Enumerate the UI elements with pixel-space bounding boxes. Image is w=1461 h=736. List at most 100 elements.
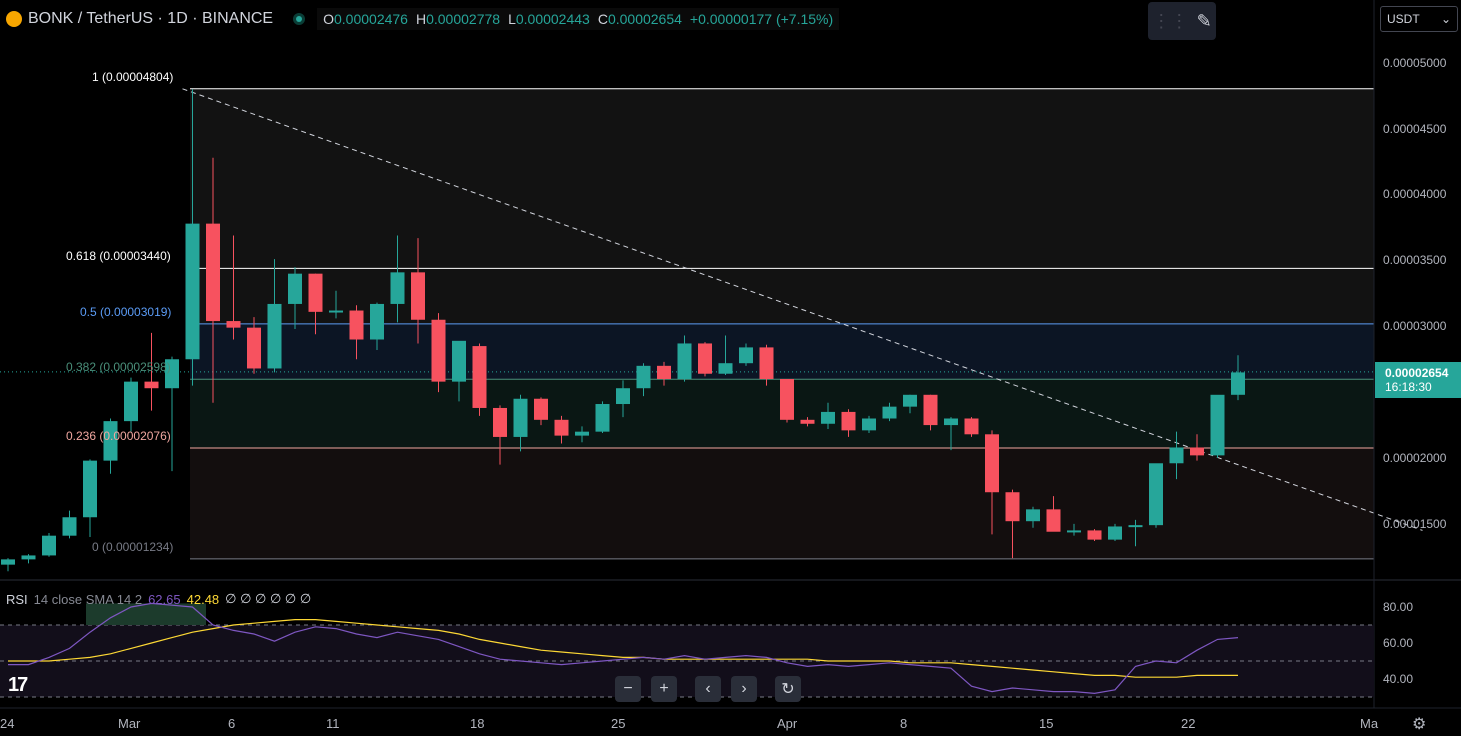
candle-body <box>903 394 917 407</box>
ohlc-change: +0.00000177 (+7.15%) <box>689 11 834 27</box>
price-axis-label: 0.00005000 <box>1383 56 1447 70</box>
candle-body <box>124 381 138 422</box>
price-axis-label: 0.00003000 <box>1383 319 1447 333</box>
candle-body <box>923 394 938 426</box>
candle-body <box>1231 372 1245 395</box>
symbol-header: BONK / TetherUS · 1D · BINANCE O0.000024… <box>0 6 840 32</box>
candle-body <box>247 327 261 369</box>
candle-body <box>862 418 876 431</box>
fib-zone <box>190 447 1374 559</box>
candle-body <box>83 460 97 518</box>
zoom-out-button[interactable]: − <box>615 676 641 702</box>
candle-body <box>698 343 712 374</box>
rsi-axis-label: 80.00 <box>1383 600 1414 614</box>
time-axis-label: 8 <box>900 716 908 731</box>
fib-zone <box>190 88 1374 269</box>
fib-zone <box>190 323 1374 380</box>
rsi-legend[interactable]: RSI 14 close SMA 14 2 62.65 42.48 ∅ ∅ ∅ … <box>6 591 311 607</box>
candle-body <box>677 343 692 379</box>
candle-body <box>821 411 835 424</box>
candle-body <box>308 273 323 312</box>
candle-body <box>1087 530 1102 540</box>
candle-body <box>472 346 487 408</box>
price-axis-label: 0.00002000 <box>1383 451 1447 465</box>
candle-body <box>165 359 179 389</box>
candle-body <box>800 419 815 424</box>
candle-body <box>759 347 774 379</box>
rsi-value: 62.65 <box>148 591 181 607</box>
drag-handle-icon[interactable]: ⋮⋮ <box>1152 10 1189 31</box>
candle-body <box>1046 509 1061 532</box>
time-axis-label: Apr <box>777 716 798 731</box>
candle-body <box>595 404 610 432</box>
candle-body <box>329 310 343 313</box>
trendline <box>182 88 1423 531</box>
candle-body <box>575 431 589 436</box>
symbol-title[interactable]: BONK / TetherUS · 1D · BINANCE <box>28 10 274 27</box>
time-axis-label: Mar <box>118 716 141 731</box>
candle-body <box>1190 447 1204 456</box>
brush-icon[interactable]: ✎ <box>1196 10 1212 31</box>
candle-body <box>390 272 405 304</box>
settings-gear-icon[interactable]: ⚙ <box>1412 716 1427 733</box>
scroll-right-button[interactable]: › <box>731 676 757 702</box>
candle-body <box>144 381 159 389</box>
ohlc-values: O0.00002476 H0.00002778 L0.00002443 C0.0… <box>317 8 840 30</box>
drawing-toolbox[interactable]: ⋮⋮ ✎ <box>1148 2 1216 40</box>
market-status-icon[interactable] <box>293 13 306 25</box>
fib-label[interactable]: 0 (0.00001234) <box>92 540 174 554</box>
tradingview-logo-icon[interactable]: 17 <box>8 674 28 696</box>
candle-body <box>452 340 466 382</box>
quote-currency-value: USDT <box>1387 12 1420 26</box>
candle-body <box>226 321 241 328</box>
candle-body <box>985 434 999 493</box>
candle-body <box>718 363 733 374</box>
candle-body <box>964 418 979 435</box>
zoom-in-button[interactable]: + <box>651 676 677 702</box>
candle-body <box>185 223 200 360</box>
fib-label[interactable]: 1 (0.00004804) <box>92 70 174 84</box>
reset-chart-button[interactable]: ↻ <box>775 676 801 702</box>
time-axis-label: 15 <box>1039 716 1054 731</box>
candle-body <box>1 559 15 565</box>
scroll-left-button[interactable]: ‹ <box>695 676 721 702</box>
rsi-line <box>8 602 1239 695</box>
candle-body <box>411 272 425 320</box>
candle-body <box>62 517 77 536</box>
ohlc-close: 0.00002654 <box>607 11 682 27</box>
price-axis-label: 0.00003500 <box>1383 253 1447 267</box>
fib-label[interactable]: 0.618 (0.00003440) <box>66 249 171 263</box>
rsi-sma-value: 42.48 <box>186 591 220 607</box>
rsi-overbought-fill <box>86 603 206 625</box>
candle-body <box>267 303 282 369</box>
chevron-down-icon: ⌄ <box>1440 12 1451 26</box>
bonk-coin-icon <box>6 11 22 27</box>
ohlc-open: 0.00002476 <box>334 11 408 27</box>
candle-body <box>103 421 118 461</box>
fib-label[interactable]: 0.5 (0.00003019) <box>80 305 172 319</box>
candle-body <box>288 273 302 304</box>
rsi-sma-line <box>8 618 1238 678</box>
price-axis-label: 0.00004000 <box>1383 187 1447 201</box>
candle-body <box>944 418 958 426</box>
rsi-axis-label: 60.00 <box>1383 636 1414 650</box>
candle-body <box>1149 463 1163 526</box>
price-axis-label: 0.00004500 <box>1383 122 1447 136</box>
last-price-value: 0.00002654 <box>1385 366 1449 380</box>
fib-label[interactable]: 0.382 (0.00002598) <box>66 360 171 374</box>
ohlc-low: 0.00002443 <box>515 11 590 27</box>
candle-body <box>554 419 569 436</box>
candle-body <box>493 407 507 437</box>
candle-body <box>1067 530 1081 533</box>
candle-body <box>1169 447 1184 464</box>
quote-currency-select[interactable]: USDT ⌄ <box>1380 6 1458 32</box>
candle-body <box>657 365 671 379</box>
fib-label[interactable]: 0.236 (0.00002076) <box>66 429 171 443</box>
candle-body <box>841 411 856 431</box>
candle-body <box>636 365 651 389</box>
rsi-extra-values: ∅ ∅ ∅ ∅ ∅ ∅ <box>225 591 312 606</box>
candle-body <box>882 406 897 419</box>
candle-body <box>1108 526 1122 540</box>
